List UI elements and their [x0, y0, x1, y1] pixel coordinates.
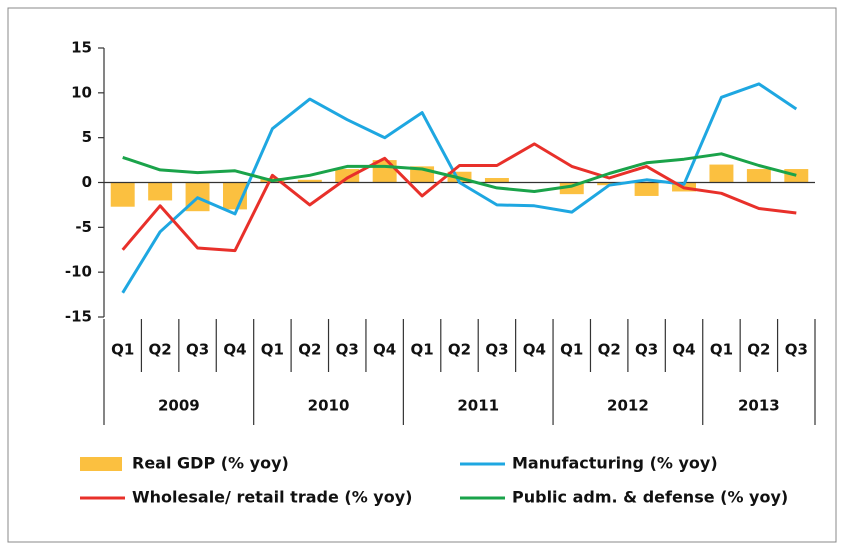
bar [709, 164, 734, 183]
bar [110, 182, 135, 207]
y-tick-label: 5 [82, 128, 92, 146]
y-tick-label: 15 [71, 39, 92, 57]
x-tick-label: Q1 [410, 341, 433, 359]
frame [7, 7, 837, 543]
x-tick-label: Q2 [747, 341, 770, 359]
x-tick-label: Q3 [485, 341, 508, 359]
y-tick-label: 10 [71, 83, 92, 101]
x-tick-label: Q1 [111, 341, 134, 359]
bar [335, 169, 360, 183]
legend-label: Wholesale/ retail trade (% yoy) [132, 488, 412, 507]
group-label: 2011 [457, 397, 499, 415]
bar [484, 178, 509, 183]
bar [559, 182, 584, 195]
y-tick-label: 0 [82, 173, 92, 191]
line [121, 142, 797, 253]
bar [148, 182, 173, 201]
x-tick-label: Q2 [298, 341, 321, 359]
group-label: 2009 [158, 397, 200, 415]
bar [784, 169, 809, 183]
x-tick-label: Q1 [261, 341, 284, 359]
bar [634, 182, 659, 196]
x-tick-label: Q2 [149, 341, 172, 359]
y-tick-label: -15 [65, 308, 92, 326]
x-tick-label: Q3 [336, 341, 359, 359]
x-tick-label: Q2 [448, 341, 471, 359]
x-tick-label: Q4 [373, 341, 396, 359]
line [121, 82, 798, 294]
x-tick-label: Q3 [186, 341, 209, 359]
group-label: 2013 [738, 397, 780, 415]
x-tick-label: Q1 [560, 341, 583, 359]
bar [746, 169, 771, 183]
legend-label: Public adm. & defense (% yoy) [512, 488, 788, 507]
x-tick-label: Q3 [635, 341, 658, 359]
bar [297, 179, 322, 183]
legend-label: Manufacturing (% yoy) [512, 454, 718, 473]
x-tick-label: Q4 [223, 341, 246, 359]
line [122, 152, 797, 193]
group-label: 2012 [607, 397, 649, 415]
x-tick-label: Q4 [523, 341, 546, 359]
x-tick-label: Q3 [785, 341, 808, 359]
x-tick-label: Q1 [710, 341, 733, 359]
x-tick-label: Q4 [672, 341, 695, 359]
legend-label: Real GDP (% yoy) [132, 454, 289, 473]
group-label: 2010 [308, 397, 350, 415]
legend-swatch [80, 457, 122, 471]
y-tick-label: -5 [75, 218, 92, 236]
y-tick-label: -10 [65, 263, 92, 281]
x-tick-label: Q2 [598, 341, 621, 359]
